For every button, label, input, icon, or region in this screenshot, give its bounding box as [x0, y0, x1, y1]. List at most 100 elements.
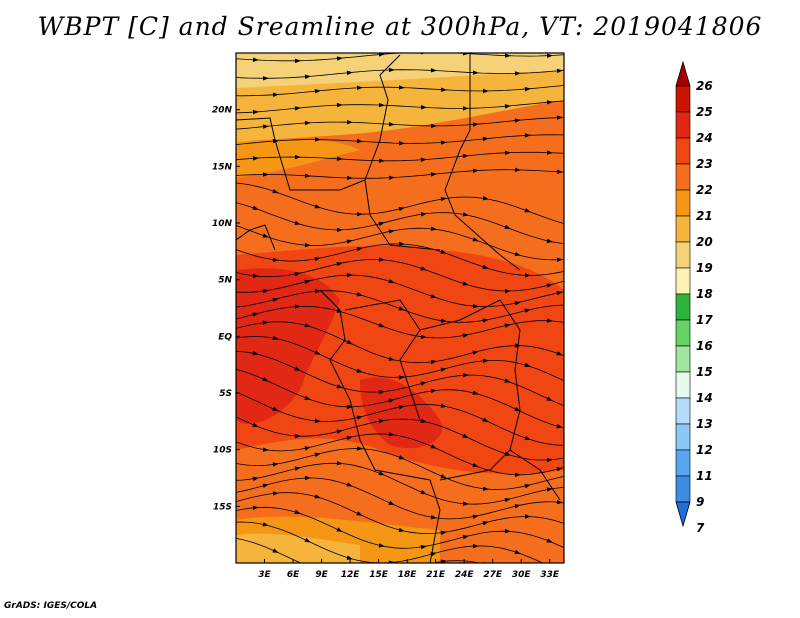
- streamline-arrow: [462, 153, 469, 159]
- streamline-arrow: [252, 273, 259, 279]
- streamline-arrow: [356, 138, 363, 144]
- streamline: [236, 224, 564, 261]
- streamline: [236, 134, 564, 146]
- streamline-arrow: [546, 487, 553, 492]
- streamline-arrow: [262, 233, 269, 238]
- streamline-arrow: [398, 85, 405, 90]
- streamline: [236, 506, 564, 549]
- streamline-arrow: [420, 157, 427, 163]
- streamline-arrow: [556, 115, 563, 120]
- streamline: [236, 321, 564, 364]
- streamline-arrow: [420, 381, 427, 386]
- streamline-arrow: [420, 105, 427, 110]
- streamline: [236, 85, 564, 97]
- y-tick-label: 20N: [212, 106, 233, 116]
- streamline-arrow: [524, 133, 531, 138]
- streamline-arrow: [462, 535, 469, 540]
- streamline: [236, 416, 564, 461]
- streamline-arrow: [440, 140, 447, 145]
- streamline-arrow: [504, 528, 511, 534]
- streamline-arrow: [430, 293, 437, 299]
- streamline-arrow: [546, 53, 553, 58]
- streamline-arrow: [398, 306, 405, 311]
- streamline: [236, 69, 564, 79]
- border-line: [439, 449, 511, 481]
- streamline-arrow: [462, 372, 469, 378]
- streamline-arrow: [472, 168, 479, 173]
- streamline-arrow: [336, 429, 343, 434]
- streamline-arrow: [272, 335, 279, 341]
- streamline-arrow: [472, 350, 479, 355]
- streamline-arrow: [440, 367, 447, 372]
- streamline: [236, 521, 544, 563]
- streamline-arrow: [314, 418, 321, 424]
- colorbar-label: 21: [696, 209, 713, 223]
- streamline-arrow: [356, 212, 363, 217]
- x-tick-label: 30E: [512, 570, 532, 580]
- streamline-arrow: [524, 514, 531, 519]
- streamline-arrow: [346, 70, 353, 76]
- streamline-arrow: [420, 544, 427, 550]
- streamline-arrow: [262, 447, 269, 452]
- streamline-arrow: [472, 70, 479, 75]
- streamline-arrow: [556, 68, 563, 74]
- streamline: [236, 433, 564, 476]
- border-line: [364, 179, 441, 251]
- border-line: [444, 53, 521, 271]
- streamline-arrow: [482, 358, 489, 363]
- streamline-arrow: [336, 384, 343, 389]
- streamline-arrow: [252, 312, 259, 317]
- streamline-arrow: [398, 455, 405, 460]
- streamline-arrow: [252, 109, 259, 115]
- colorbar-label: 14: [696, 391, 713, 405]
- streamline-arrow: [440, 249, 447, 254]
- streamline-arrow: [356, 368, 363, 373]
- colorbar-label: 22: [696, 183, 713, 197]
- streamline-arrow: [346, 435, 353, 441]
- x-axis: 3E 6E 9E 12E 15E 18E 21E 24E 27E 30E 33E: [258, 559, 560, 580]
- colorbar-segment: [675, 449, 691, 477]
- streamline-arrow: [304, 395, 311, 400]
- colorbar-label: 24: [696, 131, 713, 145]
- streamline-arrow: [504, 378, 511, 383]
- streamline-arrow: [252, 205, 259, 210]
- colorbar-segment: [675, 371, 691, 399]
- streamline-arrow: [346, 239, 353, 244]
- colorbar-label: 12: [696, 443, 713, 457]
- y-axis: 20N 15N 10N 5N EQ 5S 10S 15S: [212, 106, 240, 512]
- x-tick-label: 15E: [369, 570, 389, 580]
- streamline-arrow: [472, 237, 479, 242]
- colorbar-segment: [675, 111, 691, 139]
- streamline: [236, 368, 564, 429]
- streamline-arrow: [294, 304, 301, 309]
- streamline-arrow: [304, 242, 311, 248]
- streamline-arrow: [462, 212, 469, 217]
- streamline-arrow: [262, 376, 269, 382]
- streamlines: [236, 53, 564, 563]
- streamline-arrow: [388, 398, 395, 403]
- x-tick-label: 18E: [398, 570, 418, 580]
- streamline: [236, 274, 564, 308]
- streamline: [236, 290, 564, 323]
- streamline-arrow: [262, 483, 269, 488]
- colorbar-label: 16: [696, 339, 713, 353]
- streamline: [236, 350, 564, 407]
- colorbar-label: 9: [696, 495, 704, 509]
- streamline-arrow: [462, 106, 469, 111]
- streamline-arrow: [378, 389, 385, 395]
- colorbar-label: 7: [696, 521, 705, 535]
- streamline-arrow: [482, 264, 489, 270]
- streamline-arrow: [252, 351, 259, 356]
- streamline-arrow: [430, 172, 437, 177]
- streamline-arrow: [398, 206, 405, 212]
- streamline-arrow: [420, 266, 427, 271]
- streamline-arrow: [304, 323, 311, 328]
- streamline-arrow: [294, 366, 301, 371]
- streamline-arrow: [294, 509, 301, 514]
- streamline-arrow: [294, 220, 301, 225]
- streamline-arrow: [304, 537, 311, 543]
- streamline-arrow: [556, 257, 563, 263]
- streamline-arrow: [272, 92, 279, 98]
- streamline-arrow: [514, 251, 521, 257]
- streamline-arrow: [430, 68, 437, 73]
